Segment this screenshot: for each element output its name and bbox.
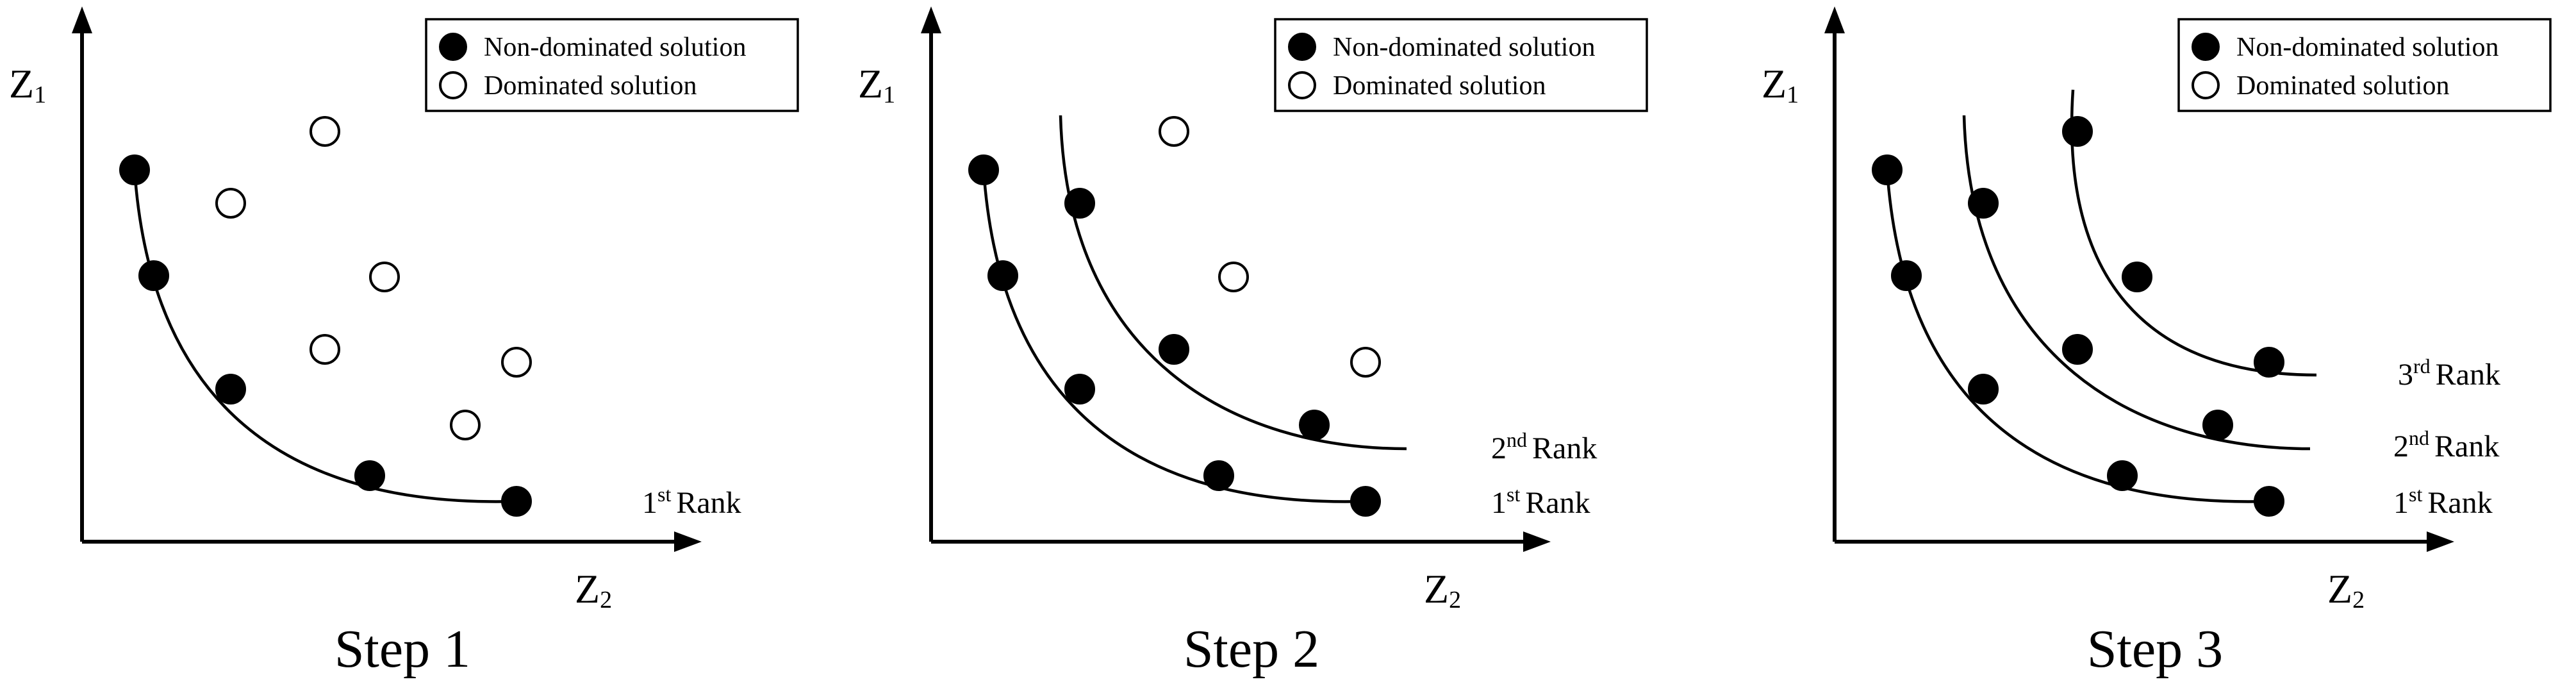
non-dominated-solution-point — [1968, 188, 1999, 219]
legend-filled-dot-icon — [2192, 33, 2220, 61]
panel-step-1: Z1 Z2 Non-dominated solution Dominated s… — [9, 6, 799, 679]
rank-3-front-curve — [2070, 89, 2317, 377]
rank-label-1: 1st Rank — [1491, 483, 1590, 520]
legend: Non-dominated solution Dominated solutio… — [1274, 18, 1648, 112]
non-dominated-solution-point — [1350, 486, 1381, 517]
rank-label-2: 2nd Rank — [2393, 426, 2499, 463]
legend-non-dominated-label: Non-dominated solution — [2236, 33, 2498, 62]
rank-label-1: 1st Rank — [2393, 483, 2493, 520]
dominated-solution-point — [369, 262, 400, 292]
non-dominated-solution-point — [2062, 334, 2093, 365]
rank-labels: 1st Rank — [642, 483, 741, 520]
non-dominated-solution-point — [1872, 154, 1903, 185]
legend-non-dominated-label: Non-dominated solution — [1333, 33, 1595, 62]
y-axis-arrow-icon — [921, 6, 941, 33]
legend-box — [2177, 18, 2552, 112]
non-dominated-solution-point — [215, 374, 246, 405]
non-dominated-solution-point — [1064, 188, 1095, 219]
x-axis-label: Z2 — [575, 566, 612, 613]
legend-dominated-label: Dominated solution — [1333, 71, 1546, 101]
axes: Z1 Z2 — [858, 6, 1551, 613]
y-axis-arrow-icon — [72, 6, 92, 33]
y-axis-label: Z1 — [858, 61, 895, 108]
non-dominated-solution-point — [501, 486, 532, 517]
dominated-solution-point — [310, 116, 340, 147]
step-title: Step 2 — [1184, 619, 1319, 679]
x-axis-label: Z2 — [2327, 566, 2365, 613]
non-dominated-solution-point — [119, 154, 150, 185]
non-dominated-solution-point — [2122, 262, 2152, 292]
non-dominated-solution-point — [987, 260, 1018, 291]
x-axis-arrow-icon — [2427, 531, 2454, 552]
non-dominated-solution-point — [2107, 460, 2138, 491]
panel-step-3: Z1 Z2 Non-dominated solution Dominated s… — [1762, 6, 2552, 679]
dominated-solution-point — [501, 347, 532, 378]
x-axis-arrow-icon — [1523, 531, 1551, 552]
rank-labels: 3rd Rank 2nd Rank 1st Rank — [2393, 355, 2500, 520]
plot-marks — [119, 116, 532, 517]
rank-label-2: 2nd Rank — [1491, 428, 1597, 465]
non-dominated-solution-point — [1891, 260, 1922, 291]
non-dominated-solution-point — [354, 460, 385, 491]
non-dominated-solution-point — [2062, 116, 2093, 147]
legend-dominated-label: Dominated solution — [484, 71, 697, 101]
y-axis-label: Z1 — [9, 61, 46, 108]
non-dominated-solution-point — [968, 154, 999, 185]
non-dominated-solution-point — [1159, 334, 1189, 365]
non-dominated-solution-point — [2202, 410, 2233, 440]
y-axis-arrow-icon — [1824, 6, 1845, 33]
legend-box — [1274, 18, 1648, 112]
step-title: Step 1 — [334, 619, 470, 679]
plot-marks — [1872, 89, 2317, 517]
panel-step-2: Z1 Z2 Non-dominated solution Dominated s… — [858, 6, 1648, 679]
dominated-solution-point — [1350, 347, 1381, 378]
non-dominated-solution-point — [1064, 374, 1095, 405]
non-dominated-solution-point — [1203, 460, 1234, 491]
legend-dominated-label: Dominated solution — [2236, 71, 2449, 101]
legend-box — [425, 18, 799, 112]
non-dominated-solution-point — [2254, 486, 2284, 517]
dominated-solution-point — [310, 334, 340, 365]
rank-label-1: 1st Rank — [642, 483, 741, 520]
rank-labels: 2nd Rank 1st Rank — [1491, 428, 1597, 520]
dominated-solution-point — [1218, 262, 1249, 292]
axes: Z1 Z2 — [9, 6, 702, 613]
dominated-solution-point — [215, 188, 246, 219]
non-dominated-solution-point — [1968, 374, 1999, 405]
x-axis-arrow-icon — [674, 531, 702, 552]
dominated-solution-point — [450, 410, 481, 440]
non-dominated-solution-point — [1299, 410, 1330, 440]
step-title: Step 3 — [2087, 619, 2223, 679]
legend-filled-dot-icon — [1288, 33, 1316, 61]
legend: Non-dominated solution Dominated solutio… — [425, 18, 799, 112]
plot-marks — [968, 115, 1407, 517]
legend-hollow-dot-icon — [439, 71, 467, 99]
legend: Non-dominated solution Dominated solutio… — [2177, 18, 2552, 112]
non-dominated-solution-point — [138, 260, 169, 291]
rank-label-3: 3rd Rank — [2398, 355, 2500, 392]
y-axis-label: Z1 — [1762, 61, 1799, 108]
x-axis-label: Z2 — [1424, 566, 1461, 613]
legend-filled-dot-icon — [439, 33, 467, 61]
legend-hollow-dot-icon — [1288, 71, 1316, 99]
legend-non-dominated-label: Non-dominated solution — [484, 33, 746, 62]
dominated-solution-point — [1159, 116, 1189, 147]
legend-hollow-dot-icon — [2192, 71, 2220, 99]
axes: Z1 Z2 — [1762, 6, 2454, 613]
non-dominated-solution-point — [2254, 347, 2284, 378]
